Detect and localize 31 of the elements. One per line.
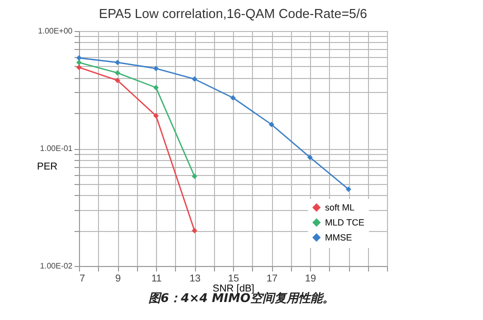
point [268,122,274,128]
x-tick-label: 11 [151,274,162,284]
point [192,228,198,234]
y-tick-label: 1.00E+00 [38,26,74,36]
legend-label: soft ML [325,202,355,212]
point [114,78,120,84]
x-tick-label: 7 [80,274,86,284]
point [76,60,82,66]
point [76,55,82,61]
point [192,76,198,82]
point [76,64,82,70]
x-tick-label: 13 [189,274,201,284]
y-tick-label: 1.00E-01 [40,144,74,153]
point [114,60,120,66]
point [230,95,236,101]
y-tick-label: 1.00E-02 [40,262,74,270]
point [153,84,159,90]
chart-title: EPA5 Low correlation,16-QAM Code-Rate=5/6 [98,6,368,21]
legend-label: MMSE [325,232,352,242]
x-tick-label: 17 [266,274,278,284]
x-tick-label: 19 [304,274,316,284]
x-tick-label: 15 [228,274,240,284]
point [192,174,198,180]
point [153,66,159,72]
point [307,154,313,160]
point [114,70,120,76]
legend-label: MLD TCE [325,218,364,228]
x-tick-label: 9 [115,274,122,284]
x-axis-title: SNR [dB] [212,284,255,294]
y-axis-title: PER [36,162,58,172]
point [346,186,352,192]
